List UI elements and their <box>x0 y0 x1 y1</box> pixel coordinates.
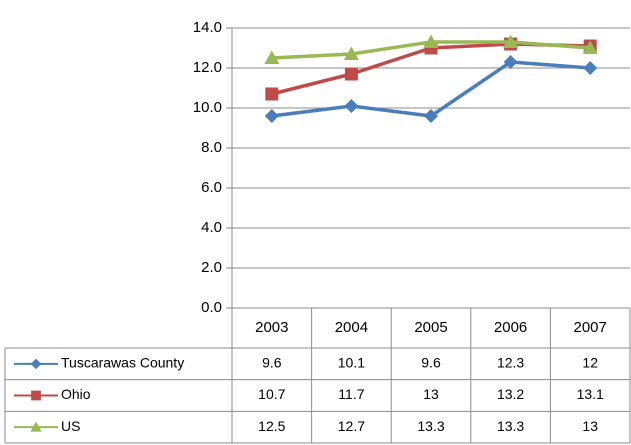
legend-marker <box>31 390 41 401</box>
point <box>583 61 598 75</box>
point <box>423 34 439 48</box>
table-value: 13.2 <box>497 386 524 402</box>
y-tick-label: 6.0 <box>201 179 222 196</box>
table-value: 13 <box>582 418 598 434</box>
y-tick-label: 4.0 <box>201 219 222 236</box>
legend-marker <box>30 358 42 370</box>
x-tick-label: 2003 <box>255 319 288 336</box>
point <box>265 87 279 101</box>
point <box>264 109 279 123</box>
legend-marker <box>30 421 42 432</box>
table-value: 13 <box>423 386 439 402</box>
x-tick-label: 2007 <box>574 319 607 336</box>
y-tick-label: 10.0 <box>193 99 222 116</box>
table-value: 9.6 <box>262 355 282 371</box>
table-value: 9.6 <box>421 355 441 371</box>
point <box>344 67 358 81</box>
table-value: 12 <box>582 355 598 371</box>
y-tick-label: 2.0 <box>201 259 222 276</box>
y-tick-label: 12.0 <box>193 59 222 76</box>
table-value: 13.3 <box>497 418 524 434</box>
y-tick-label: 14.0 <box>193 19 222 36</box>
x-tick-label: 2004 <box>335 319 368 336</box>
table-value: 13.3 <box>417 418 444 434</box>
table-value: 11.7 <box>338 386 364 402</box>
point <box>264 50 280 64</box>
table-value: 12.7 <box>338 418 365 434</box>
point <box>344 99 359 113</box>
table-value: 13.1 <box>577 386 604 402</box>
y-tick-label: 8.0 <box>201 139 222 156</box>
point <box>503 34 519 48</box>
point <box>424 109 438 123</box>
point <box>343 46 359 60</box>
table-value: 10.7 <box>258 386 285 402</box>
legend-label: US <box>61 418 80 434</box>
legend-label: Ohio <box>61 386 91 402</box>
x-tick-label: 2006 <box>494 319 527 336</box>
legend-label: Tuscarawas County <box>61 355 184 371</box>
y-tick-label: 0.0 <box>201 299 222 316</box>
table-value: 12.3 <box>497 355 524 371</box>
table-value: 10.1 <box>338 355 365 371</box>
point <box>582 40 598 54</box>
table-value: 12.5 <box>258 418 285 434</box>
point <box>503 55 518 69</box>
x-tick-label: 2005 <box>414 319 447 336</box>
